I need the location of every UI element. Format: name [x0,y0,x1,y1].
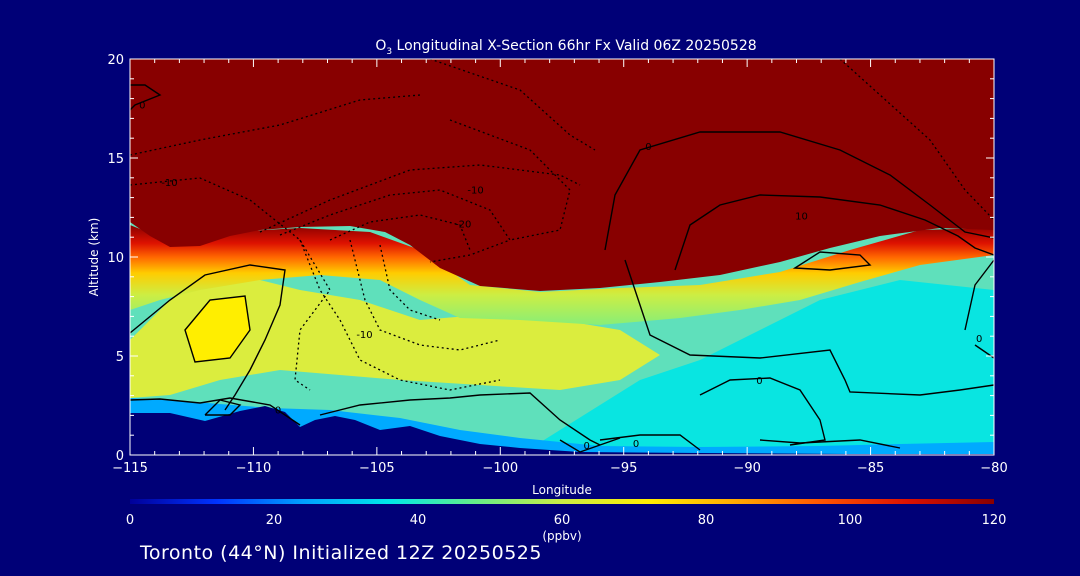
positive-contours [130,84,994,453]
contour-label: -10 [467,186,483,197]
colorbar-ticks: 0 20 40 60 80 100 120 [126,513,1007,528]
x-tick-label: −90 [733,461,760,476]
contour-label: -10 [356,330,372,341]
y-tick-label: 5 [116,350,124,365]
contour-labels: 0 0 0 0 0 0 0 10 -10 -10 -20 -10 [139,101,982,453]
colorbar-tick-label: 80 [698,513,715,528]
colorbar-unit-label: (ppbv) [542,529,581,543]
x-tick-label: −105 [359,461,395,476]
east-cyan-region [520,280,994,455]
plot-area: 0 0 0 0 0 0 0 10 -10 -10 -20 -10 [130,59,994,455]
x-tick-label: −110 [236,461,272,476]
colorbar-tick-label: 40 [410,513,427,528]
contour-label: -20 [455,219,471,230]
contour-label: 0 [645,142,651,153]
contour-label: 0 [275,405,281,416]
west-midlevel-yellow [130,275,660,398]
contour-label: 0 [976,334,982,345]
negative-contours [130,59,994,391]
colorbar-tick-label: 0 [126,513,134,528]
tropopause-gradient-band [130,225,994,325]
y-tick-label: 15 [107,152,124,167]
x-tick-label: −100 [482,461,518,476]
contour-label: 0 [633,439,639,450]
colorbar [130,499,994,504]
contour-label: 0 [139,101,145,112]
contour-label: 0 [583,441,589,452]
colorbar-tick-label: 20 [266,513,283,528]
stratosphere-high-ozone [130,59,994,291]
x-axis: −115 −110 −105 −100 −95 −90 −85 −80 [112,59,1008,476]
y-tick-label: 20 [107,53,124,68]
colorbar-tick-label: 120 [982,513,1007,528]
x-tick-label: −80 [980,461,1007,476]
y-tick-label: 0 [116,449,124,464]
x-axis-label: Longitude [532,483,592,497]
contour-label: -10 [161,178,177,189]
x-tick-label: −115 [112,461,148,476]
y-axis: 0 5 10 15 20 [107,53,994,464]
x-tick-label: −95 [610,461,637,476]
footer-init-text: Toronto (44°N) Initialized 12Z 20250525 [140,542,542,564]
contour-label: 10 [795,211,808,222]
terrain-mask [130,406,994,455]
y-tick-label: 10 [107,251,124,266]
x-tick-label: −85 [857,461,884,476]
contour-label: 0 [756,376,762,387]
colorbar-tick-label: 100 [838,513,863,528]
y-axis-label: Altitude (km) [87,218,101,297]
colorbar-tick-label: 60 [554,513,571,528]
chart-title: O3 Longitudinal X-Section 66hr Fx Valid … [375,38,756,57]
west-yellow-core [185,296,250,362]
